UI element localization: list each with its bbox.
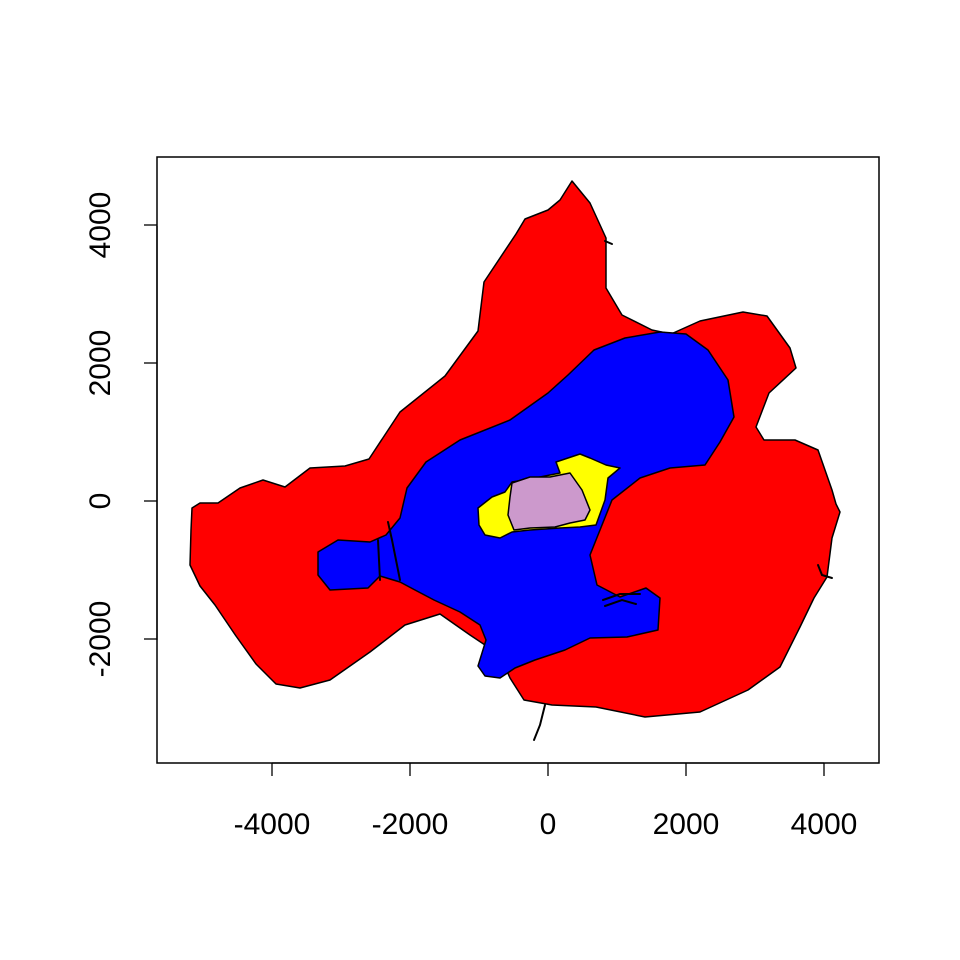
y-tick-label: 0	[84, 493, 117, 510]
x-tick-label: -2000	[372, 808, 449, 841]
seam-right-notch	[817, 564, 833, 579]
y-tick-label: 4000	[84, 192, 117, 259]
seam-left	[377, 521, 401, 581]
seam-bottom	[533, 704, 546, 741]
x-axis: -4000 -2000 0 2000 4000	[234, 762, 858, 841]
seam-top-notch	[604, 240, 613, 245]
seam-lower-right	[602, 593, 641, 607]
x-tick-label: 4000	[791, 808, 858, 841]
map-regions	[189, 180, 841, 741]
y-tick-label: -2000	[84, 601, 117, 678]
x-tick-label: 2000	[653, 808, 720, 841]
region-core-zone	[507, 472, 591, 531]
y-ticks: -2000 0 2000 4000	[84, 192, 157, 678]
y-tick-label: 2000	[84, 330, 117, 397]
x-ticks: -4000 -2000 0 2000 4000	[234, 763, 858, 841]
x-tick-label: -4000	[234, 808, 311, 841]
y-axis: -2000 0 2000 4000	[84, 192, 158, 678]
x-tick-label: 0	[540, 808, 557, 841]
